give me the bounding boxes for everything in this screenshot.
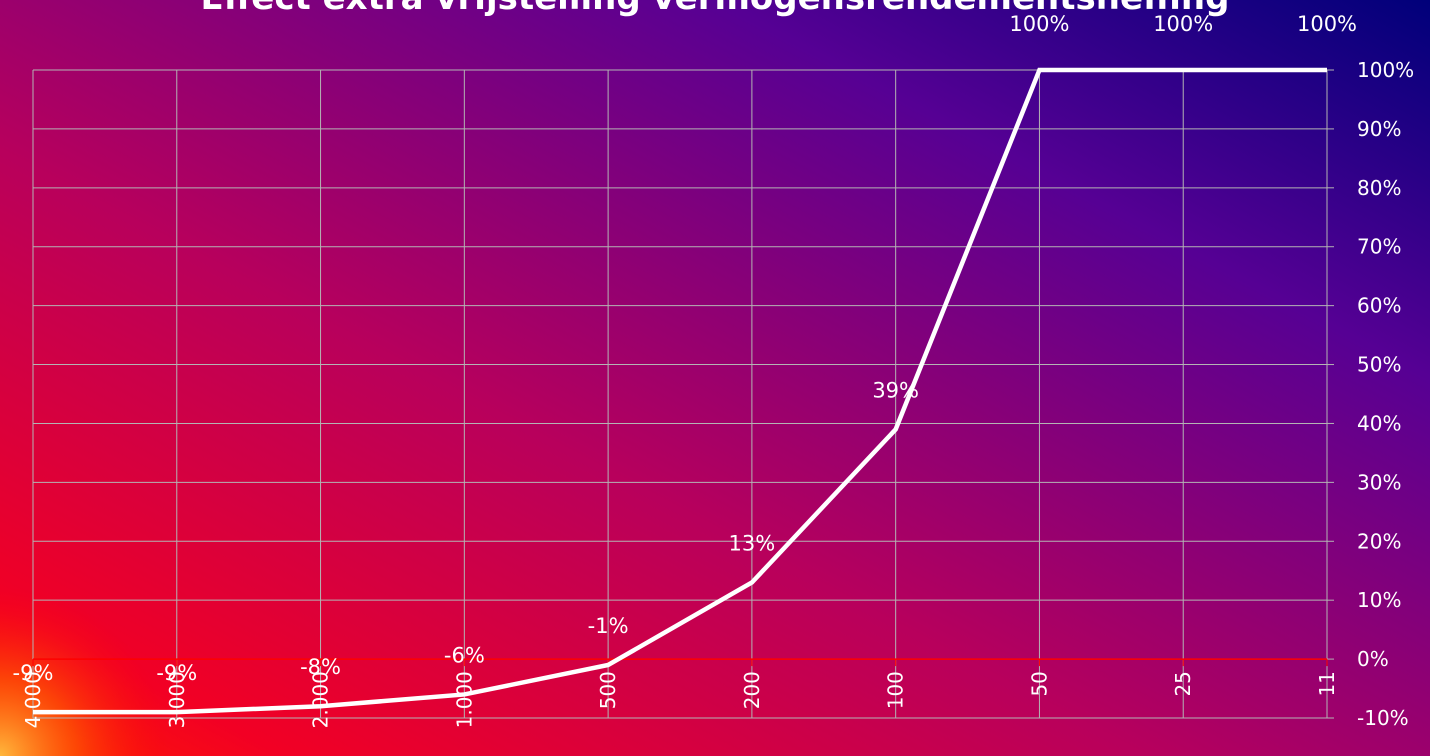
- series-line: [33, 67, 1327, 715]
- y-tick-label: 100%: [1357, 58, 1414, 82]
- y-tick-label: 90%: [1357, 117, 1401, 141]
- zero-line: [32, 658, 1328, 667]
- y-tick-label: -10%: [1357, 706, 1409, 730]
- x-tick-label: 3.000: [165, 671, 189, 728]
- y-tick-label: 30%: [1357, 470, 1401, 494]
- x-tick-label: 11: [1315, 671, 1339, 696]
- data-label: -1%: [588, 614, 629, 638]
- data-label: -9%: [156, 661, 197, 685]
- y-tick-label: 20%: [1357, 529, 1401, 553]
- chart-title: Effect extra vrijstelling vermogensrende…: [0, 0, 1430, 18]
- data-labels: -9% -9% -8% -6% -1% 13% 39% 100% 100% 100%: [13, 12, 1357, 685]
- data-label: -9%: [13, 661, 54, 685]
- x-tick-label: 50: [1027, 671, 1051, 696]
- data-label: -8%: [300, 655, 341, 679]
- x-tick-label: 2.000: [309, 671, 333, 728]
- y-tick-label: 70%: [1357, 235, 1401, 259]
- x-tick-label: 4.000: [21, 671, 45, 728]
- series-line-group: [32, 67, 1328, 715]
- data-label: 13%: [729, 532, 776, 556]
- data-label: 100%: [1153, 12, 1213, 36]
- y-tick-label: 40%: [1357, 411, 1401, 435]
- y-tick-label: 50%: [1357, 353, 1401, 377]
- y-tick-label: 0%: [1357, 647, 1389, 671]
- data-label: 100%: [1009, 12, 1069, 36]
- x-tick-label: 25: [1171, 671, 1195, 696]
- data-label: 39%: [872, 378, 919, 402]
- x-tick-label: 100: [884, 671, 908, 709]
- x-tick-label: 1.000: [452, 671, 476, 728]
- data-label: -6%: [444, 643, 485, 667]
- x-tick-label: 500: [596, 671, 620, 709]
- gridlines: [32, 69, 1334, 719]
- y-axis-tick-labels: 100% 90% 80% 70% 60% 50% 40% 30% 20% 10% 0% -10%: [1357, 58, 1414, 730]
- y-tick-label: 10%: [1357, 588, 1401, 612]
- x-axis-tick-labels: 4.000 3.000 2.000 1.000 500 200 100 50 25 11: [21, 671, 1339, 728]
- y-tick-label: 80%: [1357, 176, 1401, 200]
- x-tick-label: 200: [740, 671, 764, 709]
- y-tick-label: 60%: [1357, 294, 1401, 318]
- data-label: 100%: [1297, 12, 1357, 36]
